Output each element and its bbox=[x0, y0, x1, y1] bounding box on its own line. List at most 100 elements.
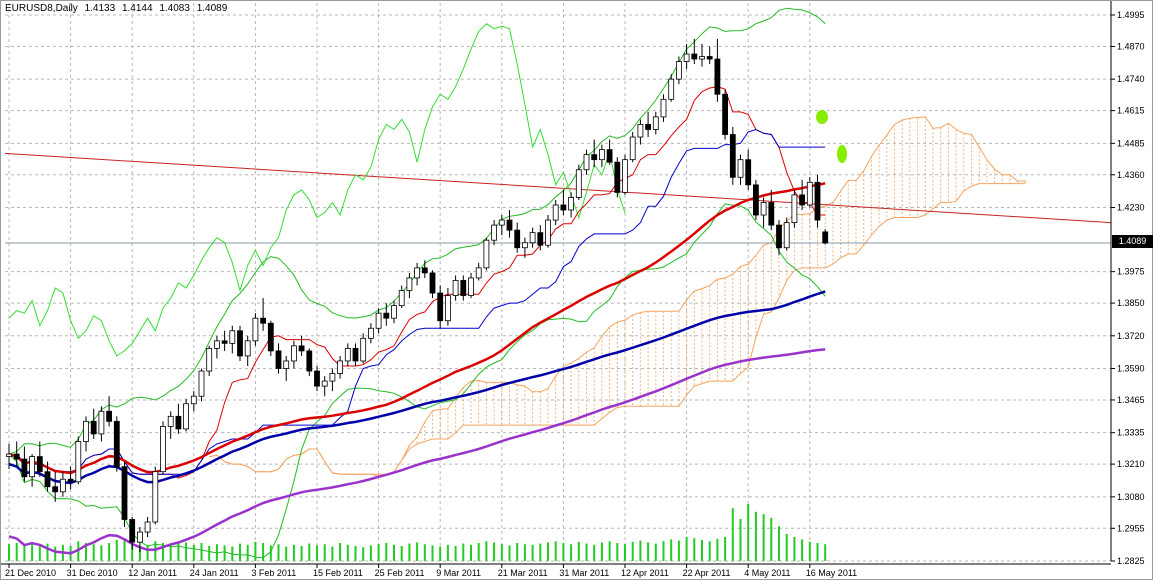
candle[interactable] bbox=[13, 441, 20, 467]
candle[interactable] bbox=[514, 222, 521, 253]
candle[interactable] bbox=[136, 527, 143, 553]
candle[interactable] bbox=[391, 300, 397, 324]
candle[interactable] bbox=[414, 262, 421, 286]
candle[interactable] bbox=[745, 149, 752, 190]
candle[interactable] bbox=[760, 197, 767, 228]
candle[interactable] bbox=[429, 270, 436, 299]
candle[interactable] bbox=[360, 333, 367, 364]
candle[interactable] bbox=[237, 325, 243, 361]
candle[interactable] bbox=[799, 179, 805, 210]
candle[interactable] bbox=[622, 154, 628, 195]
candle[interactable] bbox=[545, 215, 551, 248]
candle[interactable] bbox=[21, 446, 28, 482]
candle[interactable] bbox=[113, 416, 120, 472]
candle[interactable] bbox=[337, 355, 344, 379]
candle[interactable] bbox=[737, 154, 744, 185]
candle[interactable] bbox=[437, 285, 444, 329]
candle[interactable] bbox=[383, 303, 390, 326]
candle[interactable] bbox=[706, 46, 713, 65]
candle[interactable] bbox=[398, 285, 405, 309]
candle[interactable] bbox=[614, 157, 621, 198]
candle[interactable] bbox=[152, 466, 159, 525]
candle[interactable] bbox=[444, 288, 451, 326]
candle[interactable] bbox=[506, 210, 513, 238]
candle[interactable] bbox=[106, 396, 112, 427]
candle[interactable] bbox=[367, 323, 374, 344]
candle[interactable] bbox=[668, 74, 675, 102]
candle[interactable] bbox=[483, 237, 490, 271]
candle[interactable] bbox=[606, 139, 613, 165]
candle[interactable] bbox=[283, 355, 290, 382]
candle[interactable] bbox=[129, 516, 136, 550]
candle[interactable] bbox=[29, 454, 36, 487]
candle[interactable] bbox=[691, 38, 698, 65]
candle[interactable] bbox=[121, 461, 128, 528]
candle[interactable] bbox=[321, 376, 328, 397]
candle[interactable] bbox=[753, 179, 759, 221]
candle[interactable] bbox=[36, 441, 43, 477]
candle[interactable] bbox=[537, 225, 544, 251]
candle[interactable] bbox=[90, 408, 97, 439]
candle[interactable] bbox=[599, 144, 605, 168]
candle[interactable] bbox=[160, 421, 166, 475]
candle[interactable] bbox=[190, 391, 197, 412]
candle[interactable] bbox=[822, 229, 829, 245]
candle[interactable] bbox=[814, 174, 821, 228]
candle[interactable] bbox=[452, 275, 459, 301]
candle[interactable] bbox=[275, 343, 282, 374]
candle[interactable] bbox=[329, 368, 336, 392]
candle[interactable] bbox=[144, 516, 151, 538]
candle[interactable] bbox=[560, 189, 567, 216]
candle[interactable] bbox=[475, 262, 482, 281]
candle[interactable] bbox=[167, 411, 174, 439]
candle[interactable] bbox=[783, 217, 790, 251]
candle[interactable] bbox=[213, 335, 220, 359]
candle[interactable] bbox=[375, 308, 382, 334]
candle[interactable] bbox=[791, 189, 798, 228]
candle[interactable] bbox=[729, 126, 736, 185]
candle[interactable] bbox=[498, 215, 505, 236]
candle[interactable] bbox=[468, 272, 474, 299]
candle[interactable] bbox=[290, 340, 297, 369]
candle[interactable] bbox=[768, 189, 775, 231]
candle[interactable] bbox=[722, 89, 728, 140]
candle[interactable] bbox=[221, 330, 228, 351]
candle[interactable] bbox=[637, 119, 644, 145]
candle[interactable] bbox=[699, 43, 705, 67]
candle[interactable] bbox=[175, 403, 182, 434]
candle[interactable] bbox=[344, 343, 351, 366]
candle[interactable] bbox=[352, 343, 359, 366]
candle[interactable] bbox=[267, 320, 274, 356]
candle[interactable] bbox=[6, 444, 12, 470]
candle[interactable] bbox=[806, 177, 813, 208]
candle[interactable] bbox=[298, 335, 305, 356]
candle[interactable] bbox=[52, 471, 59, 502]
candle[interactable] bbox=[568, 192, 574, 218]
candle[interactable] bbox=[98, 406, 105, 442]
candle[interactable] bbox=[67, 466, 74, 490]
candle[interactable] bbox=[406, 272, 413, 299]
candle[interactable] bbox=[660, 94, 667, 122]
candle[interactable] bbox=[522, 237, 528, 258]
candle[interactable] bbox=[676, 56, 682, 85]
candle[interactable] bbox=[306, 348, 313, 377]
candle[interactable] bbox=[552, 199, 559, 226]
candle[interactable] bbox=[75, 436, 82, 485]
candlesticks[interactable] bbox=[6, 38, 829, 553]
candle[interactable] bbox=[60, 471, 66, 497]
candle[interactable] bbox=[206, 345, 213, 377]
candle[interactable] bbox=[252, 313, 259, 346]
candle[interactable] bbox=[198, 368, 205, 402]
candle[interactable] bbox=[44, 461, 51, 492]
candle[interactable] bbox=[714, 38, 721, 102]
candle[interactable] bbox=[575, 164, 582, 200]
candle[interactable] bbox=[652, 111, 659, 135]
candle[interactable] bbox=[683, 43, 690, 70]
candle[interactable] bbox=[314, 366, 320, 392]
candle[interactable] bbox=[529, 227, 536, 248]
candle[interactable] bbox=[776, 220, 782, 256]
candle[interactable] bbox=[83, 416, 89, 452]
candle[interactable] bbox=[183, 398, 190, 432]
